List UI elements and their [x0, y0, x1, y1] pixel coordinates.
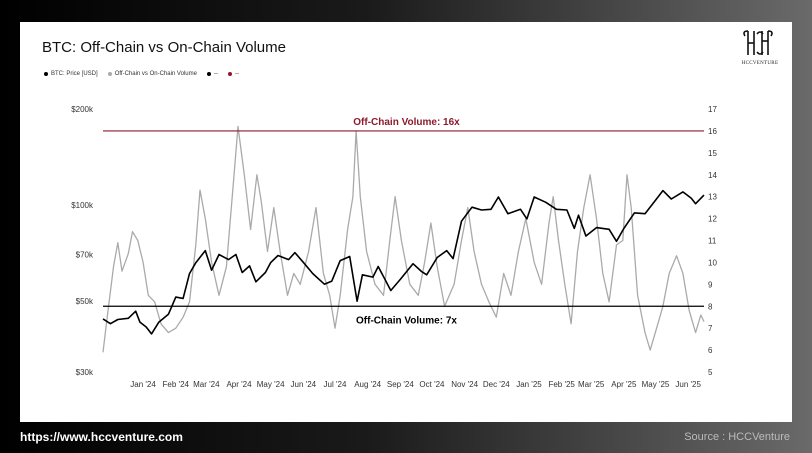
right-tick-label: 8: [708, 302, 713, 311]
x-tick-label: Mar '24: [193, 380, 220, 389]
x-tick-label: Aug '24: [354, 380, 381, 389]
series-line-volume-ratio: [102, 125, 705, 353]
x-tick-label: Jun '24: [291, 380, 317, 389]
x-tick-label: Feb '25: [548, 380, 575, 389]
x-axis: Jan '24 Feb '24 Mar '24 Apr '24 May '24 Jun '…: [130, 380, 701, 389]
legend-item-black-line[interactable]: --: [206, 71, 218, 77]
hccventure-logo: HCCVENTURE: [736, 28, 784, 66]
legend-item-red-line[interactable]: --: [227, 71, 239, 77]
right-axis: 5 6 7 8 9 10 11 12 13 14 15 16 17: [708, 105, 717, 377]
right-tick-label: 5: [708, 368, 713, 377]
x-tick-label: Dec '24: [483, 380, 510, 389]
x-tick-label: Feb '24: [163, 380, 190, 389]
logo-monogram-icon: [743, 30, 773, 55]
legend-swatch-volume: [107, 72, 112, 76]
x-tick-label: Apr '24: [226, 380, 252, 389]
x-tick-label: Mar '25: [578, 380, 605, 389]
reference-label-7x: Off-Chain Volume: 7x: [356, 315, 457, 326]
legend-item-volume[interactable]: Off-Chain vs On-Chain Volume: [107, 71, 197, 77]
left-tick-label: $30k: [76, 368, 94, 377]
chart-title: BTC: Off-Chain vs On-Chain Volume: [42, 39, 286, 56]
x-tick-label: Oct '24: [419, 380, 445, 389]
legend-label-volume: Off-Chain vs On-Chain Volume: [114, 71, 197, 77]
logo-wordmark: HCCVENTURE: [741, 61, 779, 66]
right-tick-label: 6: [708, 346, 713, 355]
x-tick-label: Jan '25: [516, 380, 542, 389]
left-tick-label: $200k: [71, 105, 94, 114]
right-tick-label: 11: [708, 237, 717, 246]
legend-swatch-red-line: [227, 72, 232, 76]
right-tick-label: 7: [708, 324, 713, 333]
legend-label-red-line: --: [234, 71, 239, 77]
legend-label-black-line: --: [213, 71, 218, 77]
right-tick-label: 10: [708, 258, 717, 267]
reference-label-16x: Off-Chain Volume: 16x: [353, 117, 460, 128]
chart-legend: BTC: Price [USD] Off-Chain vs On-Chain V…: [44, 71, 239, 77]
right-tick-label: 13: [708, 193, 717, 202]
x-tick-label: Apr '25: [611, 380, 637, 389]
left-axis: $30k $50k $70k $100k $200k: [71, 105, 94, 377]
x-tick-label: May '25: [642, 380, 670, 389]
right-tick-label: 9: [708, 280, 713, 289]
x-tick-label: Nov '24: [451, 380, 478, 389]
left-tick-label: $50k: [76, 297, 94, 306]
chart-card: BTC: Off-Chain vs On-Chain Volume BTC: P…: [20, 22, 792, 422]
x-tick-label: Sep '24: [387, 380, 414, 389]
footer-source: Source : HCCVenture: [684, 431, 790, 443]
right-tick-label: 12: [708, 215, 717, 224]
chart-svg: $30k $50k $70k $100k $200k 5 6 7 8 9 10 11 12 13 14 15…: [71, 105, 717, 389]
legend-swatch-price: [44, 72, 48, 76]
reference-lines: Off-Chain Volume: 16x Off-Chain Volume: 7…: [103, 117, 704, 326]
legend-label-price: BTC: Price [USD]: [51, 71, 98, 77]
x-tick-label: Jun '25: [675, 380, 701, 389]
x-tick-label: Jan '24: [130, 380, 156, 389]
footer-website-link[interactable]: https://www.hccventure.com: [20, 430, 183, 444]
x-tick-label: May '24: [257, 380, 285, 389]
left-tick-label: $100k: [71, 201, 94, 210]
legend-item-price[interactable]: BTC: Price [USD]: [44, 71, 98, 77]
right-tick-label: 16: [708, 127, 717, 136]
legend-swatch-black-line: [206, 72, 211, 76]
right-tick-label: 17: [708, 105, 717, 114]
series-layer: [102, 125, 705, 353]
right-tick-label: 15: [708, 149, 717, 158]
series-line-btc-price: [102, 189, 705, 335]
x-tick-label: Jul '24: [324, 380, 347, 389]
left-tick-label: $70k: [76, 251, 94, 260]
right-tick-label: 14: [708, 171, 717, 180]
